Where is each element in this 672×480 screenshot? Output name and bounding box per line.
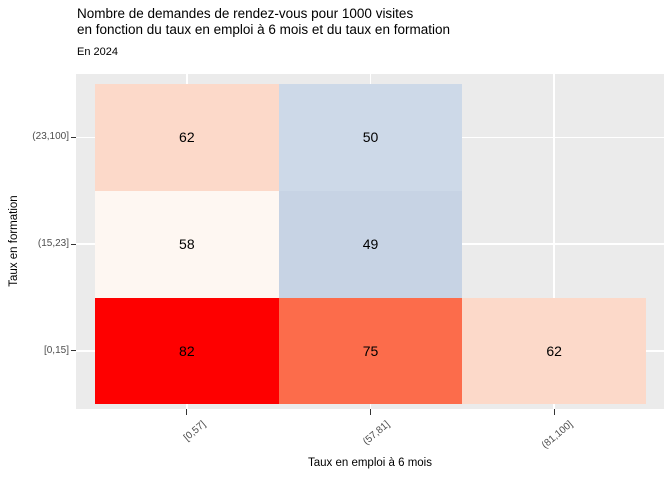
- plot-panel: 62 50 58 49 82 75 62: [76, 74, 664, 409]
- x-tick-label: (81,100]: [540, 419, 576, 452]
- y-axis-title: Taux en formation: [8, 195, 20, 287]
- heatmap-cell: 62: [95, 84, 279, 191]
- y-tick-mark: [71, 136, 76, 138]
- chart-title: Nombre de demandes de rendez-vous pour 1…: [77, 6, 450, 37]
- x-tick-mark: [186, 409, 188, 415]
- cell-value-label: 62: [179, 129, 195, 146]
- x-tick-label: (57,81]: [360, 419, 392, 448]
- cell-value-label: 62: [546, 342, 562, 359]
- heatmap-cell: 50: [278, 84, 463, 191]
- y-tick-label: (15,23]: [37, 238, 69, 250]
- y-tick-mark: [71, 350, 76, 352]
- y-tick-label: [0,15]: [43, 344, 69, 356]
- cell-value-label: 49: [362, 236, 379, 253]
- major-gridline-vertical: [553, 74, 555, 409]
- heatmap-cell: 75: [278, 297, 463, 405]
- cell-value-label: 75: [362, 342, 379, 359]
- heatmap-cell: 82: [95, 297, 279, 405]
- y-tick-mark: [71, 243, 76, 245]
- chart-subtitle: En 2024: [77, 46, 118, 58]
- x-axis-title: Taux en emploi à 6 mois: [307, 457, 432, 469]
- chart-title-line1: Nombre de demandes de rendez-vous pour 1…: [77, 6, 414, 21]
- heatmap-cell: 58: [95, 190, 279, 298]
- x-tick-mark: [553, 409, 555, 415]
- heatmap-cell: 62: [462, 297, 646, 405]
- cell-value-label: 82: [179, 342, 195, 359]
- heatmap-cell: 49: [278, 190, 463, 298]
- cell-value-label: 58: [179, 236, 195, 253]
- y-tick-label: (23,100]: [32, 131, 69, 143]
- cell-value-label: 50: [362, 129, 379, 146]
- chart-title-line2: en fonction du taux en emploi à 6 mois e…: [77, 21, 450, 37]
- x-tick-mark: [370, 409, 371, 415]
- x-tick-label: [0,57]: [181, 419, 208, 444]
